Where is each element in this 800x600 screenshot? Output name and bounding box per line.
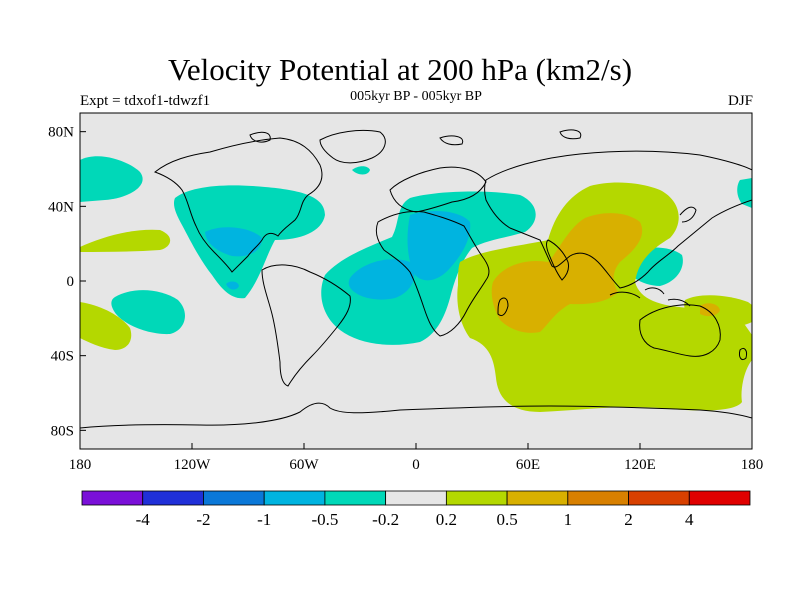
y-tick-label: 80N	[48, 125, 74, 141]
x-tick-label: 60E	[516, 457, 540, 473]
negative-anomaly-siberia-edge	[737, 178, 752, 208]
negative-core-small	[226, 281, 239, 290]
x-axis: 180 120W 60W 0 60E 120E 180	[69, 443, 764, 473]
colorbar-label: -0.2	[372, 510, 399, 529]
colorbar-swatch	[385, 490, 447, 506]
coastline-antarctica	[80, 402, 752, 429]
colorbar-swatch	[142, 490, 204, 506]
y-tick-label: 80S	[51, 423, 74, 439]
experiment-label: Expt = tdxof1-tdwzf1	[80, 93, 211, 109]
negative-core-south-atlantic	[348, 259, 415, 300]
colorbar-swatch	[445, 490, 508, 506]
coastline-japan	[679, 206, 697, 223]
colorbar: -4 -2 -1 -0.5 -0.2 0.2 0.5 1 2 4	[81, 490, 751, 529]
coastline-europe	[389, 166, 487, 213]
positive-core-small	[700, 303, 720, 317]
negative-core-africa	[407, 210, 471, 281]
coastlines	[80, 129, 752, 429]
x-tick-label: 120W	[174, 457, 212, 473]
x-tick-label: 180	[69, 457, 92, 473]
page-title: Velocity Potential at 200 hPa (km2/s)	[167, 52, 633, 87]
period-label: 005kyr BP - 005kyr BP	[350, 89, 482, 104]
x-tick-label: 120E	[624, 457, 656, 473]
negative-anomaly-south-pacific-west	[111, 290, 185, 335]
colorbar-label: 1	[564, 510, 573, 529]
coastline-madagascar	[497, 297, 509, 317]
colorbar-label: 4	[685, 510, 694, 529]
contour-fill-layer	[80, 156, 752, 412]
colorbar-swatch	[324, 490, 387, 506]
colorbar-label: -1	[257, 510, 271, 529]
colorbar-label: 2	[624, 510, 633, 529]
coastline-indonesia	[609, 287, 691, 307]
colorbar-label: 0.5	[496, 510, 517, 529]
x-tick-label: 0	[412, 457, 420, 473]
y-axis: 80N 40N 0 40S 80S	[48, 125, 86, 439]
negative-anomaly-north-pacific	[80, 156, 143, 202]
coastline-arctic-islands	[249, 129, 582, 146]
colorbar-swatch	[688, 490, 751, 506]
colorbar-swatch	[506, 490, 569, 506]
coastline-australia	[639, 304, 721, 357]
colorbar-label: -0.5	[311, 510, 338, 529]
coastline-greenland	[319, 129, 386, 164]
y-tick-label: 40S	[51, 349, 74, 365]
colorbar-swatch	[203, 490, 265, 506]
coastline-asia	[484, 150, 752, 289]
coastline-new-zealand	[739, 347, 747, 361]
coastline-south-america	[261, 264, 351, 387]
colorbar-swatch	[628, 490, 690, 506]
colorbar-swatch	[263, 490, 326, 506]
coastline-india	[546, 239, 569, 281]
coastline-north-america	[153, 137, 323, 273]
y-tick-label: 40N	[48, 199, 74, 215]
x-tick-label: 180	[741, 457, 764, 473]
season-label: DJF	[727, 93, 753, 109]
negative-anomaly-arctic-spot	[352, 166, 370, 175]
positive-anomaly-east-pacific-band	[80, 229, 171, 252]
positive-anomaly-south-pacific	[80, 302, 132, 350]
colorbar-label: -2	[196, 510, 210, 529]
colorbar-label: 0.2	[436, 510, 457, 529]
negative-core-central-america	[205, 227, 262, 257]
coastline-africa	[375, 211, 490, 337]
colorbar-swatch	[81, 490, 144, 506]
x-tick-label: 60W	[289, 457, 319, 473]
colorbar-swatch	[567, 490, 629, 506]
colorbar-label: -4	[136, 510, 151, 529]
y-tick-label: 0	[67, 274, 75, 290]
